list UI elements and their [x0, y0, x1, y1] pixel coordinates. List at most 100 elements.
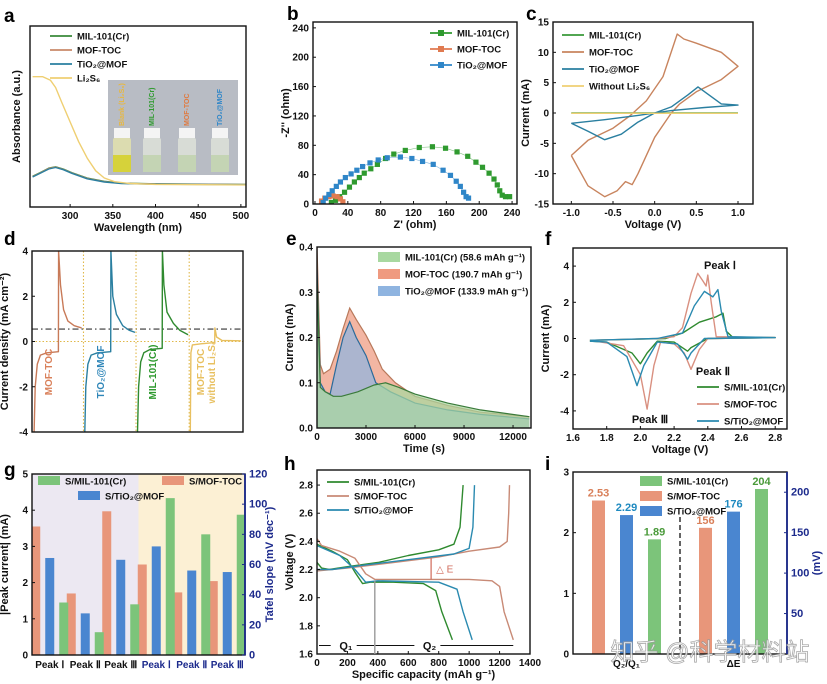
label-bg	[330, 638, 357, 651]
data-point	[323, 195, 329, 201]
y-tick-label: 1.8	[299, 621, 313, 632]
data-point	[367, 160, 373, 166]
plot-area	[592, 488, 768, 654]
curve-label: without Li₂S₆	[207, 341, 218, 405]
x-axis-label: Wavelength (nm)	[94, 222, 183, 234]
x-axis-label: Voltage (V)	[652, 444, 709, 456]
y2-tick-label: 0	[249, 650, 255, 662]
category-label: Peak Ⅲ	[211, 660, 244, 671]
plot-area	[32, 251, 243, 432]
y-tick-label: 0	[563, 334, 569, 345]
q2-label: Q₂	[423, 641, 437, 653]
category-label: Peak Ⅰ	[142, 660, 171, 671]
data-label: 204	[752, 476, 771, 488]
bar	[620, 515, 633, 654]
x-tick-label: 6000	[404, 432, 427, 443]
data-point	[416, 144, 422, 151]
y2-tick-label: 150	[791, 527, 809, 539]
data-point	[374, 161, 380, 167]
legend-entry: S/MOF-TOC	[162, 476, 242, 488]
panel-letter: g	[4, 460, 16, 481]
category-label: Q₂/Q₁	[613, 659, 640, 670]
label-bg	[414, 638, 441, 651]
y-tick-label: 10	[538, 48, 550, 59]
data-point	[494, 182, 500, 188]
y-tick-label: 2.6	[299, 509, 313, 520]
legend-swatch	[378, 269, 400, 279]
y-tick-label: 0	[22, 337, 28, 348]
panel-letter: a	[4, 6, 15, 27]
bar	[151, 546, 161, 655]
series-mof-toc-without-li-s--line	[189, 327, 241, 432]
x-tick-label: 240	[504, 208, 521, 219]
legend-entry: S/MOF-TOC	[327, 492, 407, 503]
legend-label: S/MIL-101(Cr)	[724, 383, 785, 394]
bar	[222, 572, 232, 655]
bar	[755, 488, 768, 654]
data-label: 2.53	[588, 488, 609, 500]
y2-tick-label: 200	[791, 487, 809, 499]
curve-label: TiO₂@MOF	[96, 346, 107, 399]
y-tick-label: -2	[19, 382, 28, 393]
bar	[32, 526, 41, 655]
y-tick-label: 2	[563, 528, 569, 539]
bar	[208, 581, 218, 655]
y-axis-label: Current (mA)	[520, 79, 532, 147]
bar	[45, 557, 55, 655]
legend-entry: S/MOF-TOC	[697, 400, 777, 411]
bar	[102, 511, 112, 655]
legend-label: S/MIL-101(Cr)	[65, 477, 126, 488]
data-point	[507, 194, 513, 200]
x-tick-label: 2.6	[735, 433, 749, 444]
x-tick-label: 0	[312, 208, 318, 219]
x-tick-label: -0.5	[604, 208, 622, 219]
curve-label: MOF-TOC	[196, 349, 207, 395]
legend-marker	[438, 62, 444, 68]
panel-a: a 300 350 400 450 500 Wavelength (nm) Absorbanc…	[4, 6, 250, 234]
x-tick-label: 40	[342, 208, 354, 219]
data-point	[375, 157, 381, 163]
data-point	[320, 199, 326, 204]
y-tick-label: 0.0	[299, 424, 313, 435]
x-tick-label: 350	[104, 211, 121, 222]
x-axis-label: Specific capacity (mAh g⁻¹)	[352, 669, 496, 681]
legend-entry: S/TiO₂@MOF	[78, 491, 164, 503]
legend-swatch	[378, 286, 400, 296]
y2-axis-label: Tafel slope (mV dec⁻¹)	[264, 506, 276, 622]
x-tick-label: 1.6	[566, 433, 580, 444]
y-tick-label: -5	[540, 139, 549, 150]
series-s-mof-toc-line	[317, 485, 511, 572]
data-point	[486, 170, 492, 176]
y-axis-label: -Z'' (ohm)	[280, 88, 292, 138]
y2-tick-label: 100	[791, 568, 809, 580]
x-tick-label: -1.0	[563, 208, 581, 219]
panel-f: f 1.6 1.8 2.0 2.2 2.4 2.6 2.8 -4 -2 0 2 4 Voltage (V)…	[540, 229, 788, 456]
category-label: ΔE	[727, 659, 741, 670]
panel-letter: e	[286, 229, 297, 250]
data-point	[461, 189, 467, 195]
x-axis-label: Voltage (V)	[625, 219, 682, 231]
vial-liquid	[113, 155, 131, 172]
legend-label: S/TiO₂@MOF	[354, 506, 413, 517]
data-point	[440, 167, 446, 173]
y2-tick-label: 50	[791, 608, 803, 620]
legend-swatch	[640, 491, 662, 501]
category-label: Peak Ⅰ	[35, 660, 64, 671]
bar	[727, 511, 740, 654]
vial-cap	[144, 128, 160, 138]
legend-entry: MIL-101(Cr)	[430, 29, 509, 40]
panel-letter: h	[284, 454, 296, 475]
data-point	[354, 167, 360, 173]
y-tick-label: -4	[19, 428, 28, 439]
y-tick-label: 0.3	[299, 288, 313, 299]
panel-letter: f	[545, 229, 552, 250]
inset-label: Blank (Li₂S₆)	[119, 83, 126, 126]
peak-label: Peak Ⅰ	[704, 260, 736, 272]
x-tick-label: 600	[400, 658, 417, 669]
y2-tick-label: 40	[249, 589, 261, 601]
legend-label: TiO₂@MOF	[457, 61, 507, 72]
legend-label: MIL-101(Cr) (58.6 mAh g⁻¹)	[405, 253, 525, 264]
x-tick-label: 80	[375, 208, 387, 219]
y-tick-label: 4	[22, 506, 28, 517]
legend-entry: TiO₂@MOF	[562, 65, 639, 76]
